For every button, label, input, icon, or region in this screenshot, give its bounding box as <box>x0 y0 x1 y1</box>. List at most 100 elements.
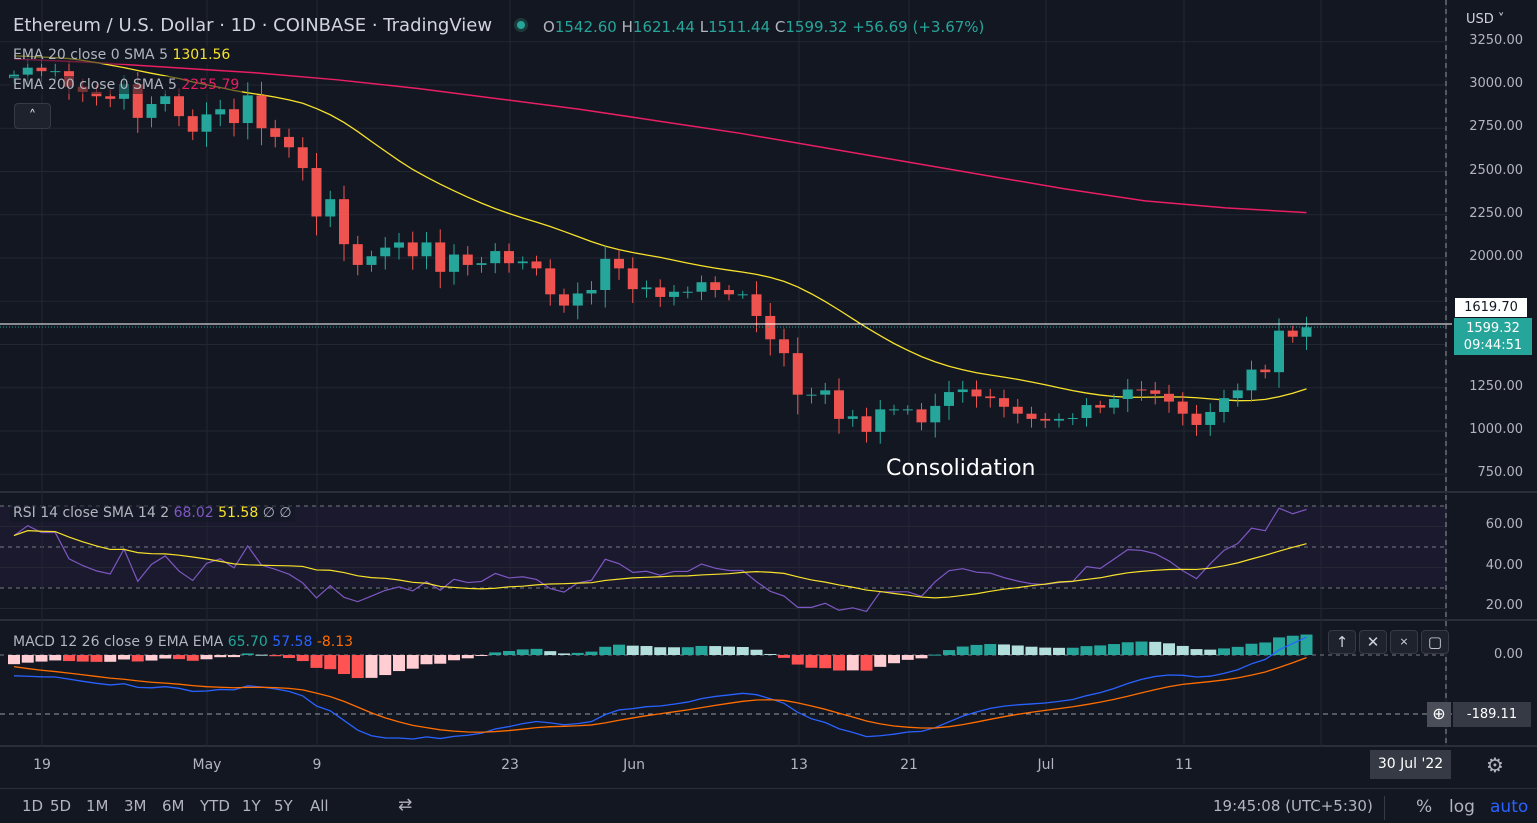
macd-histogram-bar <box>1121 642 1134 655</box>
macd-histogram-bar <box>998 644 1010 655</box>
candle-up <box>875 409 886 432</box>
macd-histogram-bar <box>681 647 694 655</box>
macd-tick: 0.00 <box>1494 647 1523 662</box>
ema20-legend[interactable]: EMA 20 close 0 SMA 5 1301.56 <box>10 46 234 64</box>
macd-histogram-bar <box>1039 647 1052 655</box>
macd-histogram-bar <box>791 655 804 665</box>
macd-histogram-bar <box>516 649 529 655</box>
percent-toggle[interactable]: % <box>1416 797 1433 817</box>
candle-down <box>1026 413 1037 419</box>
macd-histogram-bar <box>1108 644 1120 655</box>
macd-histogram-bar <box>544 651 557 655</box>
settings-gear-icon[interactable]: ⚙ <box>1486 753 1504 777</box>
price-tick: 2750.00 <box>1469 119 1523 135</box>
candle-up <box>201 114 212 132</box>
macd-histogram-bar <box>558 653 570 655</box>
range-button-1m[interactable]: 1M <box>86 797 109 815</box>
range-button-3m[interactable]: 3M <box>124 797 147 815</box>
macd-histogram-bar <box>35 655 48 662</box>
candle-down <box>284 136 294 148</box>
time-label: 13 <box>790 757 808 773</box>
candle-down <box>1040 418 1051 421</box>
price-tick: 750.00 <box>1477 465 1524 481</box>
macd-histogram-bar <box>530 648 543 655</box>
ema200-line <box>13 58 1307 214</box>
candle-up <box>215 109 226 115</box>
candle-down <box>710 282 721 291</box>
range-button-5y[interactable]: 5Y <box>274 797 293 815</box>
candle-down <box>339 199 349 245</box>
candle-down <box>971 389 982 397</box>
macd-histogram-bar <box>1080 646 1093 655</box>
candle-up <box>806 394 817 396</box>
range-button-5d[interactable]: 5D <box>50 797 72 815</box>
range-button-1y[interactable]: 1Y <box>242 797 261 815</box>
candle-down <box>462 254 473 265</box>
move-pane-up-button[interactable]: ↑ <box>1328 630 1356 654</box>
price-tick: 2250.00 <box>1469 205 1523 221</box>
candle-up <box>50 71 61 73</box>
chart-canvas[interactable] <box>0 0 1537 790</box>
macd-histogram-bar <box>118 655 130 660</box>
candle-up <box>572 293 583 306</box>
maximize-pane-button[interactable]: ▢ <box>1421 630 1449 654</box>
macd-histogram-bar <box>1190 649 1203 655</box>
macd-histogram-bar <box>1204 649 1217 655</box>
macd-histogram-bar <box>984 644 997 655</box>
compare-date-range-icon[interactable]: ⇄ <box>398 795 413 815</box>
candle-down <box>861 416 872 432</box>
candle-up <box>696 282 707 292</box>
candle-down <box>352 244 363 265</box>
macd-histogram-bar <box>406 655 419 669</box>
rsi-legend[interactable]: RSI 14 close SMA 14 2 68.02 51.58 ∅ ∅ <box>10 504 295 522</box>
macd-histogram-bar <box>324 655 337 670</box>
candle-down <box>407 242 418 257</box>
macd-histogram-bar <box>90 655 103 662</box>
candle-down <box>779 339 789 354</box>
delete-pane-button[interactable]: ✕ <box>1359 630 1387 654</box>
macd-histogram-bar <box>1066 647 1079 655</box>
candle-up <box>380 247 391 257</box>
price-tick: 2500.00 <box>1469 162 1523 178</box>
macd-histogram-bar <box>874 655 887 667</box>
candle-down <box>1150 390 1161 394</box>
macd-histogram-bar <box>654 647 667 655</box>
macd-line <box>13 636 1307 740</box>
candle-up <box>669 291 679 297</box>
candle-up <box>930 405 941 423</box>
macd-histogram-bar <box>613 644 625 655</box>
currency-selector[interactable]: USD ˅ <box>1466 12 1505 27</box>
macd-legend[interactable]: MACD 12 26 close 9 EMA EMA 65.70 57.58 -… <box>10 633 357 651</box>
candle-down <box>724 290 734 295</box>
range-button-ytd[interactable]: YTD <box>200 797 230 815</box>
candle-down <box>297 147 308 169</box>
candle-down <box>985 396 996 399</box>
macd-histogram-bar <box>668 647 680 655</box>
macd-histogram-bar <box>1149 641 1162 655</box>
add-alert-plus-icon[interactable]: ⊕ <box>1427 702 1451 727</box>
range-button-all[interactable]: All <box>310 797 329 815</box>
candle-up <box>449 254 459 272</box>
background <box>0 0 1537 790</box>
log-toggle[interactable]: log <box>1449 797 1475 817</box>
auto-toggle[interactable]: auto <box>1490 797 1529 817</box>
clock[interactable]: 19:45:08 (UTC+5:30) <box>1213 797 1373 815</box>
macd-histogram-bar <box>145 655 158 661</box>
range-button-1d[interactable]: 1D <box>22 797 44 815</box>
candle-down <box>256 95 267 129</box>
macd-histogram-bar <box>585 651 598 655</box>
macd-signal-line <box>13 657 1307 733</box>
toolbar-separator <box>1384 796 1385 820</box>
candle-up <box>889 409 899 411</box>
candle-up <box>1122 389 1133 399</box>
time-label: 9 <box>312 757 322 773</box>
candle-up <box>1301 327 1312 337</box>
macd-histogram-bar <box>338 655 350 675</box>
rsi-tick: 60.00 <box>1485 517 1523 532</box>
collapse-legend-button[interactable]: ˄ <box>14 103 51 129</box>
range-button-6m[interactable]: 6M <box>162 797 185 815</box>
candle-down <box>1095 405 1106 408</box>
collapse-pane-button[interactable]: ⨯ <box>1390 630 1418 654</box>
ema200-legend[interactable]: EMA 200 close 0 SMA 5 2255.79 <box>10 76 243 94</box>
candle-up <box>1109 398 1119 408</box>
